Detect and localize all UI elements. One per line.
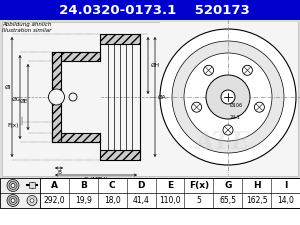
- Text: 14,0: 14,0: [277, 196, 294, 205]
- Text: Ø106: Ø106: [230, 103, 243, 108]
- Circle shape: [11, 184, 15, 187]
- Text: 65,5: 65,5: [219, 196, 236, 205]
- Circle shape: [192, 102, 202, 112]
- Circle shape: [223, 125, 233, 135]
- Bar: [52, 133, 100, 142]
- Text: ATE: ATE: [195, 130, 251, 154]
- Text: I: I: [284, 181, 287, 190]
- Text: 24,1: 24,1: [230, 115, 241, 120]
- Text: B: B: [80, 181, 87, 190]
- Bar: [100, 34, 140, 44]
- Text: Illustration similar: Illustration similar: [2, 28, 51, 33]
- Text: ØE: ØE: [20, 99, 28, 104]
- Bar: [0, 178, 40, 208]
- Bar: [61, 61, 100, 133]
- Text: C (MTH): C (MTH): [84, 177, 108, 182]
- Bar: [0, 0, 300, 20]
- Circle shape: [7, 180, 19, 191]
- Text: 41,4: 41,4: [133, 196, 149, 205]
- Bar: [2, 22, 298, 176]
- Text: H: H: [253, 181, 260, 190]
- Text: D: D: [48, 184, 53, 189]
- Text: 292,0: 292,0: [44, 196, 65, 205]
- Text: 110,0: 110,0: [159, 196, 181, 205]
- Bar: [0, 178, 300, 208]
- Bar: [0, 20, 300, 178]
- Text: E: E: [167, 181, 173, 190]
- Circle shape: [204, 65, 214, 75]
- Text: 5: 5: [196, 196, 201, 205]
- Circle shape: [30, 198, 34, 202]
- Bar: [160, 22, 298, 176]
- Circle shape: [160, 29, 296, 165]
- Bar: [52, 52, 61, 142]
- Text: G: G: [224, 181, 232, 190]
- Text: 19,9: 19,9: [75, 196, 92, 205]
- Text: 18,0: 18,0: [104, 196, 121, 205]
- Circle shape: [7, 194, 19, 207]
- Circle shape: [27, 196, 37, 205]
- Text: ØG: ØG: [11, 97, 21, 101]
- Text: F(x): F(x): [189, 181, 209, 190]
- Text: 24.0320-0173.1    520173: 24.0320-0173.1 520173: [50, 4, 250, 16]
- Circle shape: [254, 102, 264, 112]
- Bar: [52, 52, 100, 61]
- Text: ØI: ØI: [5, 85, 11, 90]
- Text: ØH: ØH: [151, 63, 160, 68]
- Text: D: D: [137, 181, 145, 190]
- Text: 162,5: 162,5: [246, 196, 268, 205]
- Circle shape: [11, 198, 15, 202]
- Text: F(x): F(x): [7, 122, 19, 128]
- Circle shape: [69, 93, 77, 101]
- Circle shape: [172, 41, 284, 153]
- Text: Abbildung ähnlich: Abbildung ähnlich: [2, 22, 51, 27]
- Circle shape: [242, 65, 252, 75]
- Circle shape: [206, 75, 250, 119]
- Bar: [100, 150, 140, 160]
- Text: ØA: ØA: [158, 94, 166, 99]
- Circle shape: [221, 90, 235, 104]
- Text: B: B: [57, 170, 61, 175]
- Text: A: A: [51, 181, 58, 190]
- Text: C: C: [109, 181, 116, 190]
- Bar: [29, 182, 35, 187]
- Circle shape: [49, 89, 64, 105]
- Circle shape: [184, 53, 272, 141]
